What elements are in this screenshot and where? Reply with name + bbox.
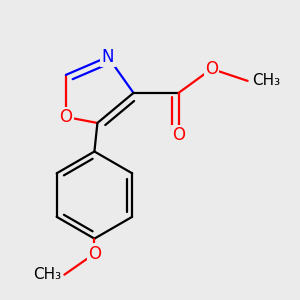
Text: O: O: [88, 245, 101, 263]
Text: O: O: [172, 126, 185, 144]
Text: CH₃: CH₃: [252, 74, 280, 88]
Text: N: N: [102, 48, 114, 66]
Text: CH₃: CH₃: [33, 267, 61, 282]
Text: O: O: [59, 108, 72, 126]
Text: O: O: [205, 60, 218, 78]
